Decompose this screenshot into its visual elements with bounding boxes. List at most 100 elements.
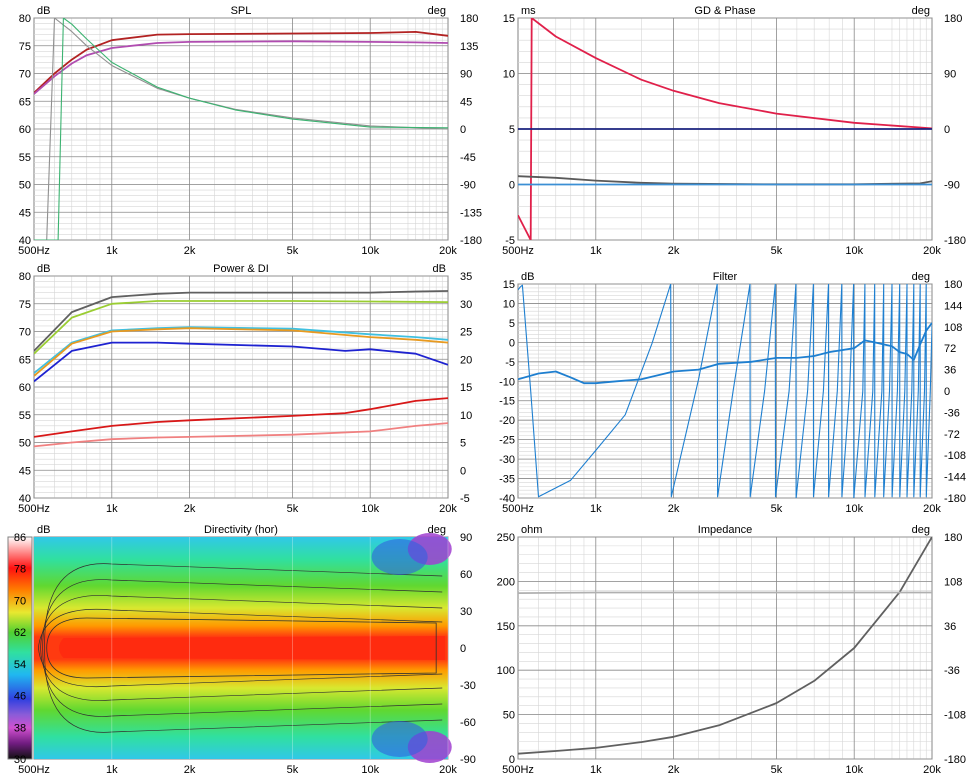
y-axis-tick-label: 60 bbox=[19, 382, 31, 394]
y2-axis-tick-label: 0 bbox=[944, 386, 950, 398]
x-axis-tick-label: 5k bbox=[287, 503, 299, 515]
colorbar-tick-label: 38 bbox=[14, 722, 26, 734]
y2-axis-tick-label: -108 bbox=[944, 450, 966, 462]
y-axis-tick-label: 90 bbox=[460, 532, 472, 544]
y2-axis-unit-label: dB bbox=[433, 263, 446, 275]
y2-axis-tick-label: 5 bbox=[460, 438, 466, 450]
x-axis-tick-label: 500Hz bbox=[502, 245, 534, 257]
y2-axis-tick-label: -36 bbox=[944, 665, 960, 677]
y-axis-tick-label: 70 bbox=[19, 69, 31, 81]
x-axis-tick-label: 500Hz bbox=[502, 764, 534, 776]
y-axis-tick-label: 100 bbox=[497, 665, 515, 677]
power-di-series-4 bbox=[34, 341, 448, 383]
y2-axis-tick-label: 0 bbox=[944, 124, 950, 136]
gd-phase-chart: -5 0 5 10 15 -180 -90 0 90 180 ms deg GD & Phase 500H… bbox=[502, 5, 966, 257]
y-axis-tick-label: -10 bbox=[499, 376, 515, 388]
y2-axis-tick-label: 30 bbox=[460, 299, 472, 311]
impedance-chart: 0 50 100 150 200 250 -180 -108 -36 36 108 180 ohm deg… bbox=[497, 524, 966, 776]
x-axis-tick-label: 2k bbox=[668, 764, 680, 776]
y2-axis-tick-label: 15 bbox=[460, 382, 472, 394]
directivity-chart: 30 38 46 54 62 70 78 86 dB -90 -60 -30 0 30 60 90 deg Dir… bbox=[7, 524, 476, 776]
colorbar-tick-label: 78 bbox=[14, 564, 26, 576]
y-axis-tick-label: -30 bbox=[499, 454, 515, 466]
x-axis-tick-label: 10k bbox=[361, 245, 379, 257]
colorbar-tick-label: 30 bbox=[14, 754, 26, 766]
y2-axis-tick-label: 108 bbox=[944, 576, 962, 588]
spl-series-0 bbox=[34, 31, 448, 94]
impedance-title: Impedance bbox=[698, 524, 752, 536]
x-axis-tick-label: 500Hz bbox=[18, 503, 50, 515]
y2-axis-tick-label: 72 bbox=[944, 343, 956, 355]
y-axis-tick-label: 15 bbox=[503, 279, 515, 291]
filter-title: Filter bbox=[713, 271, 738, 283]
filter-chart: -40 -35 -30 -25 -20 -15 -10 -5 0 5 10 15 -180 -144 -10… bbox=[499, 271, 966, 515]
spl-chart: 40 45 50 55 60 65 70 75 80 -180 -135 -90 -45 0 45 90 135… bbox=[18, 5, 482, 257]
x-axis-tick-label: 10k bbox=[845, 764, 863, 776]
y2-axis-tick-label: -135 bbox=[460, 207, 482, 219]
y-axis-tick-label: 65 bbox=[19, 96, 31, 108]
colorbar-tick-label: 46 bbox=[14, 691, 26, 703]
spl-series-3 bbox=[34, 18, 448, 240]
x-axis-tick-label: 5k bbox=[771, 764, 783, 776]
y-axis-tick-label: 200 bbox=[497, 576, 515, 588]
y-axis-tick-label: 45 bbox=[19, 465, 31, 477]
y-axis-tick-label: 0 bbox=[460, 643, 466, 655]
y-axis-tick-label: 150 bbox=[497, 621, 515, 633]
y-axis-tick-label: 250 bbox=[497, 532, 515, 544]
y2-axis-tick-label: -108 bbox=[944, 710, 966, 722]
y-axis-tick-label: 10 bbox=[503, 298, 515, 310]
heatmap-contour bbox=[38, 608, 443, 688]
power-di-series-3 bbox=[34, 327, 448, 377]
heatmap-blue-bottom bbox=[371, 721, 428, 757]
y2-axis-tick-label: 90 bbox=[944, 69, 956, 81]
power-di-series-1 bbox=[34, 300, 448, 355]
y-axis-tick-label: 50 bbox=[503, 710, 515, 722]
x-axis-tick-label: 5k bbox=[771, 503, 783, 515]
colorbar bbox=[7, 536, 33, 760]
x-axis-tick-label: 2k bbox=[668, 245, 680, 257]
y-axis-tick-label: 15 bbox=[503, 13, 515, 25]
x-axis-tick-label: 20k bbox=[923, 764, 941, 776]
colorbar-unit-label: dB bbox=[37, 524, 50, 536]
y2-axis-tick-label: 0 bbox=[460, 124, 466, 136]
heatmap-contour bbox=[44, 563, 443, 733]
y2-axis-tick-label: 180 bbox=[944, 532, 962, 544]
x-axis-tick-label: 20k bbox=[439, 245, 457, 257]
y2-axis-unit-label: deg bbox=[912, 524, 930, 536]
colorbar-tick-label: 54 bbox=[14, 659, 26, 671]
impedance-series-0 bbox=[518, 537, 932, 755]
colorbar-tick-label: 70 bbox=[14, 595, 26, 607]
heatmap-core bbox=[58, 636, 446, 660]
x-axis-tick-label: 5k bbox=[771, 245, 783, 257]
x-axis-tick-label: 10k bbox=[845, 245, 863, 257]
y2-axis-tick-label: -180 bbox=[944, 235, 966, 247]
y-axis-tick-label: 60 bbox=[19, 124, 31, 136]
y2-axis-tick-label: -90 bbox=[460, 180, 476, 192]
spl-series-2 bbox=[34, 18, 448, 240]
x-axis-tick-label: 2k bbox=[184, 503, 196, 515]
y2-axis-tick-label: 35 bbox=[460, 271, 472, 283]
y-axis-tick-label: 10 bbox=[503, 69, 515, 81]
y-axis-unit-label: deg bbox=[428, 524, 446, 536]
y-axis-tick-label: 0 bbox=[509, 337, 515, 349]
y-axis-tick-label: 50 bbox=[19, 438, 31, 450]
spl-series-1 bbox=[34, 40, 448, 95]
x-axis-tick-label: 10k bbox=[845, 503, 863, 515]
y2-axis-unit-label: deg bbox=[428, 5, 446, 17]
y-axis-tick-label: -20 bbox=[499, 415, 515, 427]
x-axis-tick-label: 20k bbox=[439, 503, 457, 515]
y-axis-unit-label: dB bbox=[37, 263, 50, 275]
x-axis-tick-label: 1k bbox=[106, 764, 118, 776]
gd-phase-title: GD & Phase bbox=[694, 5, 755, 17]
y2-axis-tick-label: -5 bbox=[460, 493, 470, 505]
power-di-chart: 40 45 50 55 60 65 70 75 80 -5 0 5 10 15 20 25 30 35 dB dB Po… bbox=[18, 263, 472, 515]
y2-axis-tick-label: 45 bbox=[460, 96, 472, 108]
spl-title: SPL bbox=[231, 5, 252, 17]
y-axis-unit-label: ms bbox=[521, 5, 536, 17]
x-axis-tick-label: 2k bbox=[184, 764, 196, 776]
heatmap-blue-top bbox=[371, 539, 428, 575]
y-axis-tick-label: -5 bbox=[505, 357, 515, 369]
x-axis-tick-label: 20k bbox=[923, 245, 941, 257]
directivity-heatmap bbox=[34, 533, 452, 763]
